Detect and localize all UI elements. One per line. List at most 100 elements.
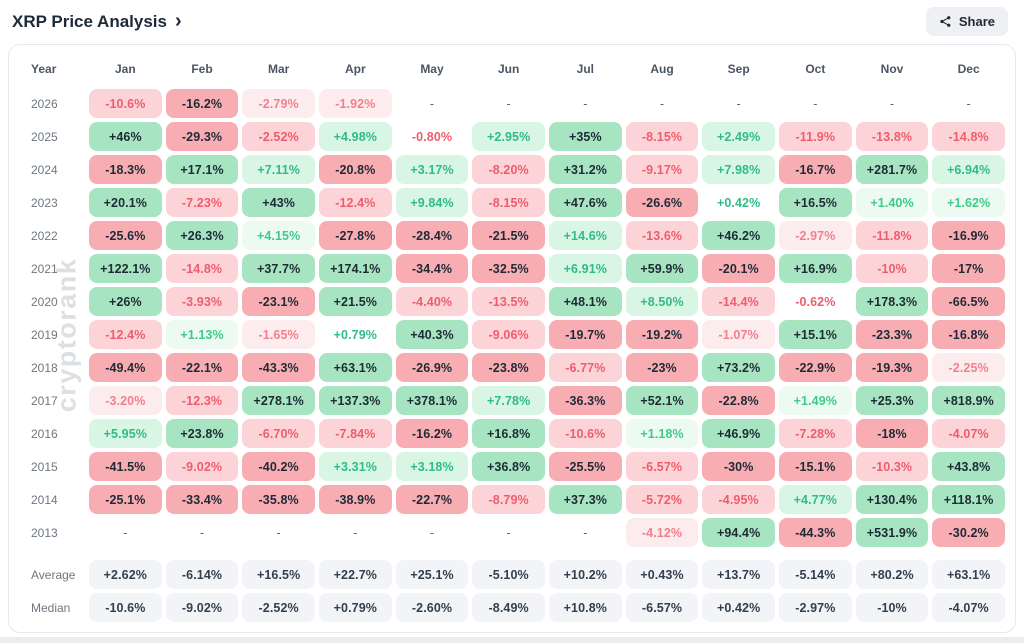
cell: +137.3% [318, 386, 392, 415]
cell: - [429, 96, 435, 111]
cell: +7.98% [702, 155, 775, 184]
cell: +178.3% [855, 287, 929, 316]
cell: +5.95% [89, 419, 162, 448]
cell: -23.3% [855, 320, 929, 349]
cell: +4.15% [242, 221, 315, 250]
cell: -22.8% [702, 386, 775, 415]
cell: -22.9% [778, 353, 852, 382]
cell: +8.50% [625, 287, 699, 316]
cell: +37.7% [242, 254, 315, 283]
cell: +46.2% [702, 221, 775, 250]
cell: +52.1% [625, 386, 699, 415]
cell: +4.98% [318, 122, 392, 151]
cell: - [353, 525, 358, 540]
row-label-year: 2021 [31, 261, 58, 276]
heatmap-summary-rows: Average +2.62% -6.14% +16.5% +22.7% +25.1% -5.… [21, 560, 1005, 622]
share-button[interactable]: Share [925, 7, 1008, 36]
cell: -1.07% [702, 320, 775, 349]
cell: -41.5% [89, 452, 162, 481]
cell: -14.8% [165, 254, 239, 283]
cell: +20.1% [89, 188, 162, 217]
cell: -16.2% [165, 89, 239, 118]
cell: -19.3% [855, 353, 929, 382]
cell: -7.28% [778, 419, 852, 448]
cell: +2.49% [702, 122, 775, 151]
column-header: Apr [344, 62, 366, 76]
cell: +16.9% [778, 254, 852, 283]
cell: +14.6% [548, 221, 622, 250]
cell: -15.1% [778, 452, 852, 481]
column-header: Oct [805, 62, 826, 76]
cell: +17.1% [165, 155, 239, 184]
column-header: Aug [650, 62, 674, 76]
row-label-year: 2023 [31, 195, 58, 210]
cell: -6.57% [625, 452, 699, 481]
cell: +3.17% [395, 155, 469, 184]
cell: -6.70% [242, 419, 315, 448]
cell: -5.14% [778, 560, 852, 589]
cell: - [506, 96, 511, 111]
row-label-year: 2024 [31, 162, 58, 177]
cell: +6.91% [548, 254, 622, 283]
column-header: Dec [957, 62, 980, 76]
cell: +1.13% [165, 320, 239, 349]
cell: +4.77% [778, 485, 852, 514]
cell: -22.1% [165, 353, 239, 382]
row-label-year: 2015 [31, 459, 58, 474]
cell: -9.02% [165, 452, 239, 481]
cell: +94.4% [702, 518, 775, 547]
cell: - [813, 96, 818, 111]
cell: -2.97% [778, 221, 852, 250]
row-label-year: 2016 [31, 426, 58, 441]
page-title-text: XRP Price Analysis [12, 11, 167, 31]
column-header: Jul [576, 62, 594, 76]
cell: +36.8% [472, 452, 545, 481]
cell: +0.42% [716, 195, 761, 210]
cell: +25.3% [855, 386, 929, 415]
cell: +0.79% [333, 327, 377, 342]
cell: -11.8% [855, 221, 929, 250]
cell: -19.2% [625, 320, 699, 349]
column-header: Sep [727, 62, 750, 76]
cell: -16.8% [932, 320, 1005, 349]
cell: +1.62% [932, 188, 1005, 217]
cell: +80.2% [855, 560, 929, 589]
page-title[interactable]: XRP Price Analysis › [12, 11, 182, 33]
cell: -33.4% [165, 485, 239, 514]
cell: -7.23% [165, 188, 239, 217]
cell: -16.2% [395, 419, 469, 448]
row-label-year: 2022 [31, 228, 58, 243]
cell: - [583, 525, 588, 540]
cell: - [659, 96, 665, 111]
cell: -8.79% [472, 485, 545, 514]
cell: +46.9% [702, 419, 775, 448]
cell: -2.60% [395, 593, 469, 622]
cell: - [736, 96, 741, 111]
cell: -12.4% [89, 320, 162, 349]
cell: +118.1% [932, 485, 1005, 514]
cell: -2.79% [242, 89, 315, 118]
cell: +48.1% [548, 287, 622, 316]
cell: -35.8% [242, 485, 315, 514]
cell: - [506, 525, 511, 540]
row-label-year: 2013 [31, 525, 58, 540]
cell: - [966, 96, 971, 111]
cell: +278.1% [242, 386, 315, 415]
cell: -2.52% [242, 122, 315, 151]
cell: -25.1% [89, 485, 162, 514]
cell: -5.10% [472, 560, 545, 589]
cell: -28.4% [395, 221, 469, 250]
cell: -9.17% [625, 155, 699, 184]
cell: -18% [855, 419, 929, 448]
cell: -22.7% [395, 485, 469, 514]
cell: - [276, 525, 281, 540]
price-analysis-card: Year Jan Feb Mar Apr May Jun Jul Aug Sep Oct Nov Dec… [8, 44, 1016, 633]
cell: +22.7% [318, 560, 392, 589]
cell: -20.8% [318, 155, 392, 184]
cell: -3.93% [165, 287, 239, 316]
column-header: Feb [191, 62, 213, 76]
cell: -7.84% [318, 419, 392, 448]
row-label-year: 2025 [31, 129, 58, 144]
cell: -2.25% [932, 353, 1005, 382]
cell: -3.20% [89, 386, 162, 415]
